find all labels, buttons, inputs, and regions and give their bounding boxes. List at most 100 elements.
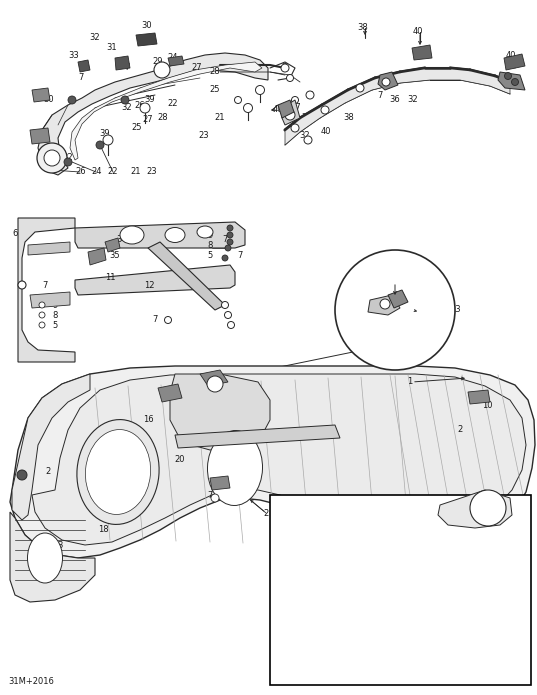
Text: 8: 8 [207, 240, 213, 250]
Polygon shape [30, 128, 50, 144]
Polygon shape [468, 390, 490, 404]
Circle shape [227, 232, 233, 238]
Polygon shape [200, 370, 228, 386]
Text: 23: 23 [147, 167, 157, 177]
Text: 32: 32 [408, 95, 418, 104]
Text: 23: 23 [199, 131, 209, 140]
Text: 8: 8 [52, 311, 57, 320]
Circle shape [211, 494, 219, 502]
Circle shape [382, 78, 390, 86]
Circle shape [235, 97, 242, 104]
Text: 28: 28 [209, 67, 220, 76]
Text: 25: 25 [132, 124, 142, 133]
Ellipse shape [77, 420, 159, 525]
Circle shape [306, 91, 314, 99]
Polygon shape [12, 374, 90, 520]
Text: 7: 7 [307, 90, 313, 99]
Text: 33: 33 [69, 51, 79, 60]
Polygon shape [368, 295, 400, 315]
Polygon shape [210, 476, 230, 490]
Polygon shape [285, 68, 510, 145]
Ellipse shape [27, 533, 62, 583]
Polygon shape [10, 512, 95, 602]
Polygon shape [148, 242, 225, 310]
Circle shape [39, 322, 45, 328]
Polygon shape [378, 72, 398, 90]
Polygon shape [88, 248, 106, 265]
Text: 11: 11 [105, 272, 115, 281]
Text: 32: 32 [300, 131, 310, 140]
Text: 27: 27 [143, 115, 153, 124]
Circle shape [380, 299, 390, 309]
Text: 34: 34 [91, 254, 101, 263]
Ellipse shape [85, 430, 150, 514]
Polygon shape [32, 374, 526, 545]
Polygon shape [504, 54, 525, 70]
Polygon shape [168, 56, 184, 66]
Circle shape [287, 74, 294, 81]
Circle shape [224, 311, 231, 318]
Ellipse shape [197, 226, 213, 238]
Text: 40: 40 [273, 106, 283, 115]
Polygon shape [498, 72, 525, 90]
Polygon shape [28, 242, 70, 255]
Text: 9: 9 [53, 302, 57, 311]
Polygon shape [136, 33, 157, 46]
Circle shape [103, 135, 113, 145]
Text: 40: 40 [321, 127, 331, 136]
Text: 7: 7 [78, 72, 84, 81]
Text: 7: 7 [301, 113, 307, 122]
Circle shape [304, 136, 312, 144]
Text: 21: 21 [130, 167, 141, 177]
Text: 18: 18 [98, 525, 108, 534]
Circle shape [64, 158, 72, 166]
Text: 20: 20 [175, 455, 185, 464]
Circle shape [154, 62, 170, 78]
Text: 39: 39 [144, 95, 155, 104]
Circle shape [228, 322, 235, 329]
Text: 1: 1 [408, 377, 412, 386]
Text: 7: 7 [281, 63, 287, 72]
Circle shape [164, 316, 171, 323]
Polygon shape [170, 374, 270, 450]
Text: 7: 7 [237, 250, 243, 259]
Circle shape [96, 141, 104, 149]
Text: 13: 13 [449, 306, 460, 315]
Text: 10: 10 [213, 477, 223, 486]
Text: 7: 7 [378, 90, 383, 99]
Circle shape [256, 85, 265, 95]
Polygon shape [412, 45, 432, 60]
Text: 31M+2016: 31M+2016 [8, 678, 54, 687]
Polygon shape [438, 490, 512, 528]
Text: 16: 16 [173, 391, 183, 400]
Text: 4: 4 [19, 471, 25, 480]
Text: 32: 32 [63, 154, 74, 163]
Polygon shape [75, 265, 235, 295]
Text: 24: 24 [168, 54, 178, 63]
Text: 7: 7 [153, 316, 158, 325]
Circle shape [504, 72, 512, 79]
Text: 31: 31 [107, 44, 117, 53]
Text: 29: 29 [153, 58, 163, 67]
Text: 3: 3 [57, 541, 63, 550]
Circle shape [221, 302, 229, 309]
Text: 2: 2 [458, 425, 462, 434]
Text: 2: 2 [263, 509, 268, 518]
Text: 35: 35 [110, 250, 120, 259]
Text: 9: 9 [207, 231, 213, 240]
Polygon shape [18, 218, 75, 362]
Text: 15: 15 [393, 331, 403, 339]
Polygon shape [70, 62, 262, 160]
Text: 22: 22 [108, 167, 118, 177]
Polygon shape [278, 100, 294, 118]
Circle shape [243, 104, 252, 113]
Polygon shape [10, 366, 535, 558]
Text: 22: 22 [168, 99, 178, 108]
Circle shape [225, 245, 231, 251]
Circle shape [39, 312, 45, 318]
Text: 37: 37 [291, 104, 301, 113]
Text: 17: 17 [410, 505, 420, 514]
Circle shape [121, 96, 129, 104]
Text: 26: 26 [76, 167, 86, 177]
Text: 24: 24 [92, 167, 102, 177]
